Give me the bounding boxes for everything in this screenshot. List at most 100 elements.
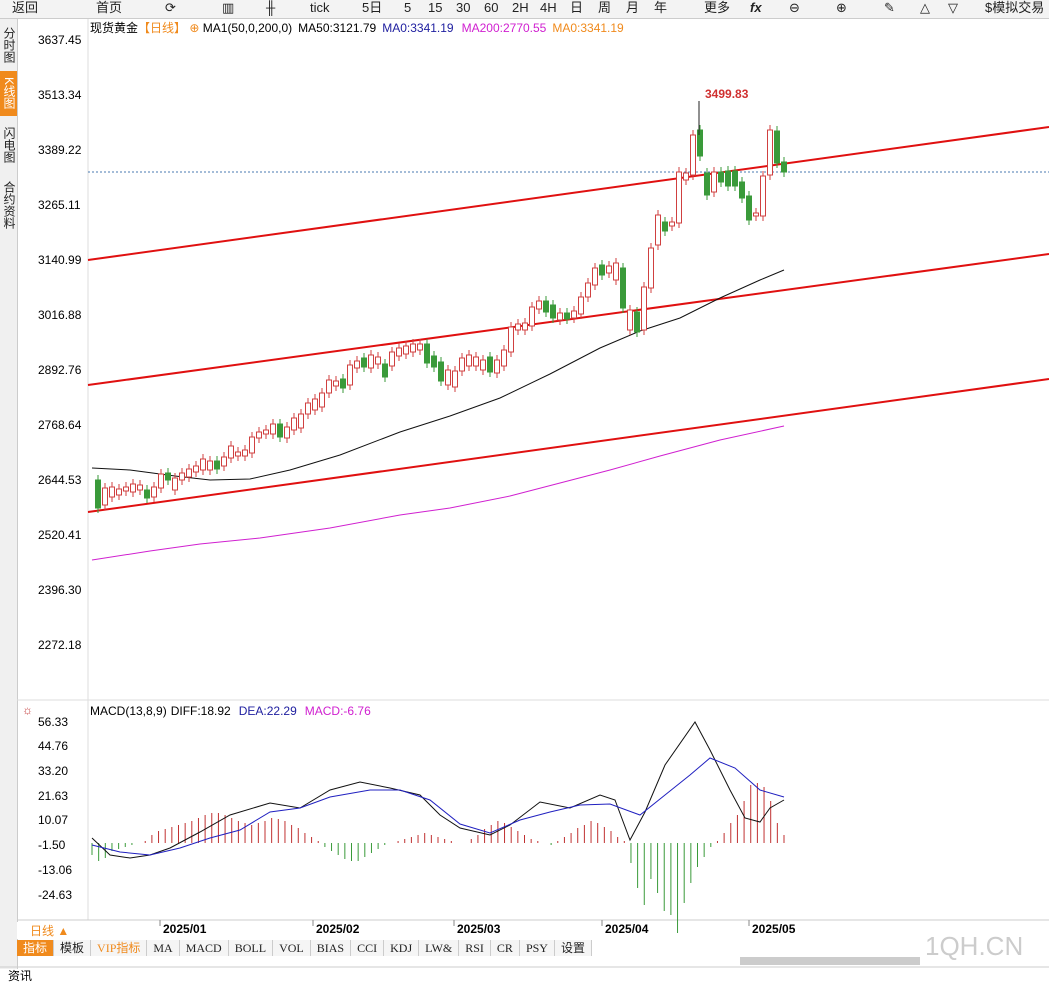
bottom-tab[interactable]: KDJ [384, 940, 420, 956]
candle [256, 431, 262, 439]
side-tab[interactable]: 合约资料 [2, 181, 16, 229]
zoom-in[interactable]: ⊕ [836, 0, 847, 15]
candle [585, 282, 591, 298]
bottom-tab[interactable]: BOLL [228, 940, 274, 956]
candle [354, 360, 360, 369]
candle [522, 322, 528, 331]
candle [648, 247, 654, 289]
candle [473, 356, 479, 367]
macd-value: MACD:-6.76 [305, 704, 371, 718]
period-button-bg[interactable] [17, 922, 87, 939]
candle [305, 402, 311, 415]
date-label: 2025/05 [752, 922, 796, 936]
candle [690, 134, 696, 176]
bottom-tab[interactable]: VOL [273, 940, 311, 956]
candle [452, 370, 458, 388]
refresh-icon[interactable]: ⟳ [165, 0, 176, 15]
candle [480, 359, 486, 371]
legend-ma200: MA200:2770.55 [462, 21, 547, 35]
period-btn[interactable]: 5 [404, 0, 412, 15]
back-btn[interactable]: 返回 [12, 0, 39, 15]
bottom-tab[interactable]: CCI [351, 940, 385, 956]
draw-icon[interactable]: △ [920, 0, 930, 15]
candle [109, 486, 115, 498]
bottom-tab[interactable]: LW& [419, 940, 460, 956]
candle [634, 311, 640, 333]
chart-icon[interactable]: ╫ [266, 0, 276, 15]
candle [501, 349, 507, 367]
bottom-tab[interactable]: MACD [179, 940, 229, 956]
y-tick-label: 3389.22 [38, 143, 82, 157]
period-btn[interactable]: 日 [570, 0, 584, 15]
bottom-tab[interactable]: BIAS [310, 940, 352, 956]
candle [494, 359, 500, 374]
legend-ma0: MA0:3341.19 [382, 21, 454, 35]
candle [284, 426, 290, 439]
side-tab[interactable]: K线图 [0, 71, 17, 116]
candle [193, 465, 199, 473]
side-tab[interactable]: 闪电图 [2, 126, 16, 163]
y-tick-label: 3265.11 [38, 198, 81, 212]
candle [186, 468, 192, 478]
scrollbar[interactable] [740, 957, 920, 965]
trade-label[interactable]: 模拟交易 [992, 0, 1045, 15]
candle [613, 262, 619, 281]
period-btn[interactable]: 15 [428, 0, 443, 15]
candle [438, 361, 444, 382]
candle [179, 472, 185, 481]
bottom-tab[interactable]: CR [490, 940, 520, 956]
draw-icon[interactable]: ▽ [948, 0, 958, 15]
bottom-tab[interactable]: 指标 [17, 940, 55, 956]
draw-icon[interactable]: ✎ [884, 0, 895, 15]
period-btn[interactable]: 5日 [362, 0, 383, 15]
period-btn[interactable]: 30 [456, 0, 471, 15]
candle [200, 458, 206, 471]
bottom-tab[interactable]: VIP指标 [91, 940, 148, 956]
legend-ma: MA1(50,0,200,0) [203, 21, 292, 35]
candle [578, 296, 584, 315]
period-btn[interactable]: 4H [540, 0, 557, 15]
macd-tick-label: -13.06 [38, 863, 72, 877]
macd-tick-label: 44.76 [38, 739, 68, 753]
candle [242, 449, 248, 457]
candle [753, 212, 759, 217]
y-tick-label: 3637.45 [38, 33, 82, 47]
diff-line [91, 721, 785, 859]
candle [277, 423, 283, 438]
trade-btn[interactable]: $模拟交易 [985, 0, 1045, 15]
candle [641, 286, 647, 331]
macd-dea: DEA:22.29 [239, 704, 297, 718]
period-btn[interactable]: 周 [598, 0, 612, 15]
candle [291, 417, 297, 431]
candle [249, 436, 255, 454]
bottom-tab[interactable]: PSY [519, 940, 555, 956]
period-btn[interactable]: 月 [626, 0, 640, 15]
bottom-tabs: 指标 模板 VIP指标 MA MACD BOLL VOL BIAS CCI KDJ LW& RSI CR… [17, 940, 592, 956]
bottom-tab[interactable]: MA [147, 940, 180, 956]
home-btn[interactable]: 首页 [96, 0, 123, 15]
fx-btn[interactable]: fx [750, 0, 762, 15]
bottom-tab[interactable]: 模板 [54, 940, 92, 956]
candle [431, 355, 437, 368]
zoom-out[interactable]: ⊖ [789, 0, 800, 15]
period-button[interactable]: 日线 ▲ [30, 924, 69, 938]
candle [158, 473, 164, 489]
bottom-tab[interactable]: 设置 [554, 940, 592, 956]
candle [725, 170, 731, 187]
candle [459, 357, 465, 372]
period-btn[interactable]: 60 [484, 0, 499, 15]
legend-period: 【日线】 [138, 21, 186, 35]
candle [382, 363, 388, 378]
more-btn[interactable]: 更多 [704, 0, 731, 15]
candle [368, 354, 374, 369]
y-tick-label: 2272.18 [38, 638, 82, 652]
period-btn[interactable]: 年 [654, 0, 668, 15]
tick-btn[interactable]: tick [310, 0, 330, 15]
candle [718, 171, 724, 183]
candle [550, 304, 556, 319]
side-tab[interactable]: 分时图 [2, 27, 16, 63]
bottom-tab[interactable]: RSI [459, 940, 491, 956]
candle [529, 306, 535, 327]
chart-icon[interactable]: ▥ [222, 0, 235, 15]
period-btn[interactable]: 2H [512, 0, 529, 15]
